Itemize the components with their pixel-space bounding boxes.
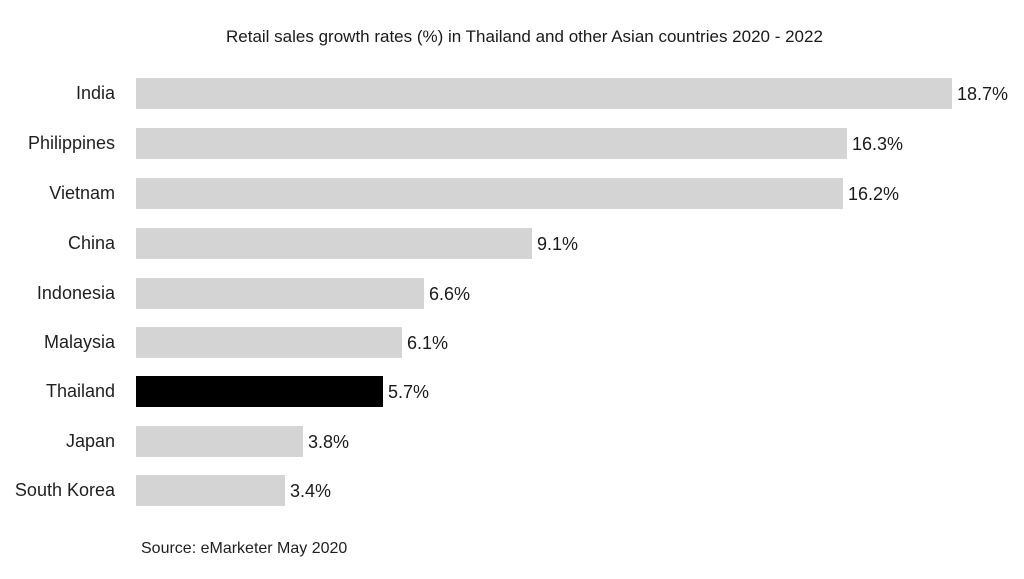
bar-philippines: [136, 128, 847, 159]
bar-row-south-korea: South Korea 3.4%: [0, 475, 1024, 506]
bar-row-vietnam: Vietnam 16.2%: [0, 178, 1024, 209]
bar-south-korea: [136, 475, 285, 506]
value-label: 6.6%: [429, 284, 471, 304]
bar-japan: [136, 426, 303, 457]
bar-india: [136, 78, 952, 109]
category-label: Malaysia: [43, 332, 115, 352]
value-label: 18.7%: [957, 84, 1009, 104]
source-note: Source: eMarketer May 2020: [141, 540, 348, 557]
category-label: Japan: [65, 431, 115, 451]
value-label: 5.7%: [388, 382, 430, 402]
value-label: 3.8%: [308, 432, 350, 452]
bar-row-indonesia: Indonesia 6.6%: [0, 278, 1024, 309]
value-label: 16.3%: [852, 134, 904, 154]
bar-row-china: China 9.1%: [0, 228, 1024, 259]
bar-malaysia: [136, 327, 402, 358]
bar-row-malaysia: Malaysia 6.1%: [0, 327, 1024, 358]
bar-row-japan: Japan 3.8%: [0, 426, 1024, 457]
value-label: 9.1%: [537, 234, 579, 254]
bar-thailand-highlighted: [136, 376, 383, 407]
category-label: Vietnam: [49, 183, 115, 203]
category-label: India: [75, 83, 115, 103]
category-label: South Korea: [14, 480, 115, 500]
category-label: Thailand: [45, 381, 115, 401]
bar-china: [136, 228, 532, 259]
bar-vietnam: [136, 178, 843, 209]
bar-row-thailand: Thailand 5.7%: [0, 376, 1024, 407]
value-label: 16.2%: [848, 184, 900, 204]
bar-row-philippines: Philippines 16.3%: [0, 128, 1024, 159]
category-label: Philippines: [27, 133, 115, 153]
category-label: China: [67, 233, 115, 253]
value-label: 6.1%: [407, 333, 449, 353]
bar-row-india: India 18.7%: [0, 78, 1024, 109]
bar-indonesia: [136, 278, 424, 309]
value-label: 3.4%: [290, 481, 332, 501]
category-label: Indonesia: [36, 283, 115, 303]
chart-title: Retail sales growth rates (%) in Thailan…: [226, 27, 823, 46]
